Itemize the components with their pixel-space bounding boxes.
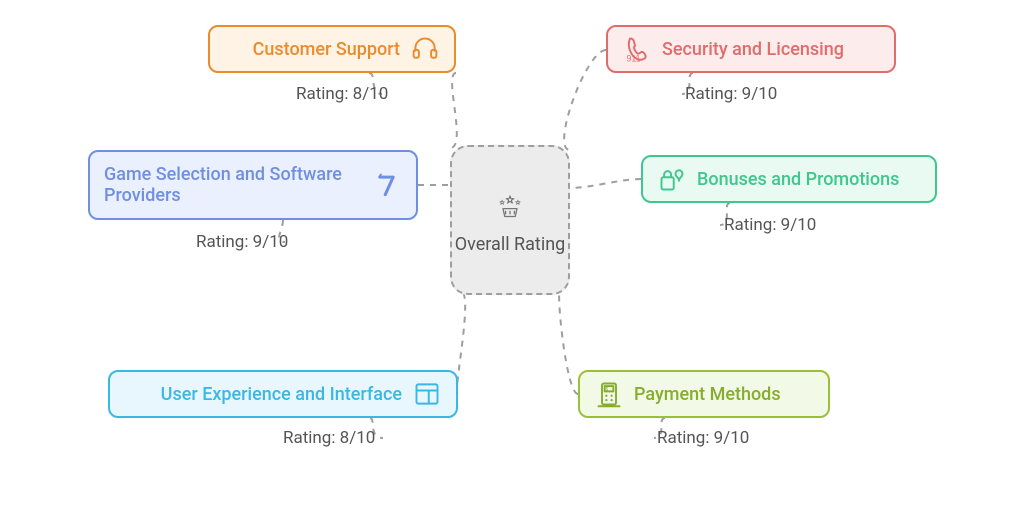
- rating-text-user_experience: Rating: 8/10: [283, 428, 375, 448]
- layout-icon: [412, 379, 442, 409]
- category-label: Bonuses and Promotions: [697, 169, 899, 190]
- category-node-customer_support: Customer Support: [208, 25, 456, 73]
- seven-icon: [372, 170, 402, 200]
- diagram-stage: Overall Rating Customer Support Rating: 8…: [0, 0, 1024, 505]
- category-label: Payment Methods: [634, 384, 781, 405]
- rating-text-payment_methods: Rating: 9/10: [657, 428, 749, 448]
- rating-text-bonuses_promotions: Rating: 9/10: [724, 215, 816, 235]
- category-label: Customer Support: [253, 39, 400, 60]
- pos-terminal-icon: $: [594, 379, 624, 409]
- connector-line: [457, 290, 465, 394]
- category-node-payment_methods: Payment Methods $: [578, 370, 830, 418]
- rating-text-security_licensing: Rating: 9/10: [685, 84, 777, 104]
- connector-line: [559, 290, 578, 394]
- phone-911-icon: 911: [622, 34, 652, 64]
- category-node-bonuses_promotions: Bonuses and Promotions: [641, 155, 937, 203]
- trophy-stars-icon: [485, 184, 535, 228]
- category-label: Security and Licensing: [662, 39, 844, 60]
- overall-rating-label: Overall Rating: [455, 234, 566, 257]
- headset-icon: [410, 34, 440, 64]
- connector-line: [570, 179, 641, 188]
- connector-line: [450, 73, 457, 148]
- rating-text-game_selection: Rating: 9/10: [196, 232, 288, 252]
- rating-text-customer_support: Rating: 8/10: [296, 84, 388, 104]
- connector-line: [564, 50, 606, 150]
- category-node-game_selection: Game Selection and Software Providers: [88, 150, 418, 220]
- category-node-user_experience: User Experience and Interface: [108, 370, 458, 418]
- overall-rating-node: Overall Rating: [450, 145, 570, 295]
- category-node-security_licensing: Security and Licensing 911: [606, 25, 896, 73]
- gift-bag-icon: [657, 164, 687, 194]
- category-label: Game Selection and Software Providers: [104, 164, 362, 206]
- category-label: User Experience and Interface: [161, 384, 402, 405]
- svg-text:911: 911: [627, 53, 641, 63]
